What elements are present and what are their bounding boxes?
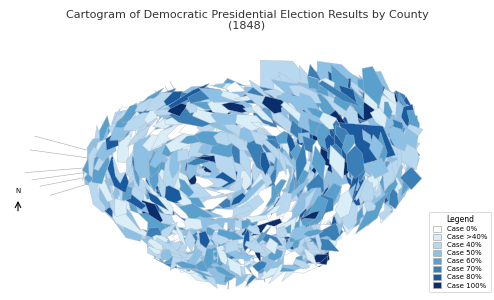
Text: Cartogram of Democratic Presidential Election Results by County: Cartogram of Democratic Presidential Ele… [66, 11, 428, 20]
Text: (1848): (1848) [228, 21, 266, 31]
Text: N: N [15, 188, 21, 194]
Legend: Case 0%, Case >40%, Case 40%, Case 50%, Case 60%, Case 70%, Case 80%, Case 100%: Case 0%, Case >40%, Case 40%, Case 50%, … [429, 212, 491, 292]
